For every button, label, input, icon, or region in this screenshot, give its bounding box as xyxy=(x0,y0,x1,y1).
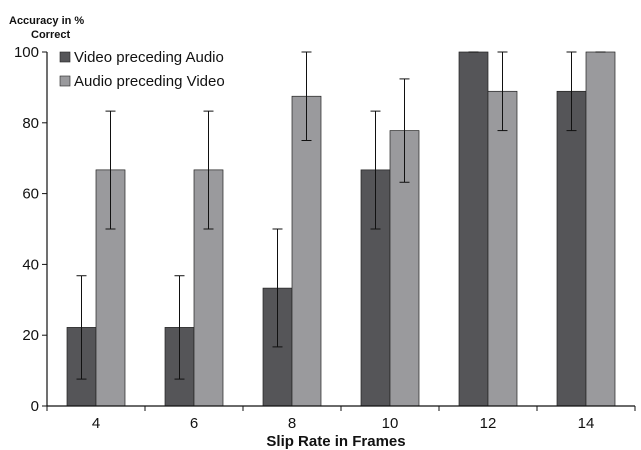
legend-label-video-preceding-audio: Video preceding Audio xyxy=(74,49,224,66)
x-tick-label-14: 14 xyxy=(578,415,595,432)
x-tick-label-4: 4 xyxy=(92,415,100,432)
y-axis-label-line2: Correct xyxy=(31,29,70,41)
bar-video-preceding-audio-14 xyxy=(556,90,587,407)
y-axis-label-line1: Accuracy in % xyxy=(9,15,84,27)
y-tick-label-40: 40 xyxy=(22,256,39,273)
legend: Video preceding Audio Audio preceding Vi… xyxy=(59,49,225,90)
bars-layer xyxy=(66,51,616,407)
x-tick-label-6: 6 xyxy=(190,415,198,432)
y-tick-label-100: 100 xyxy=(14,44,39,61)
error-bars-layer xyxy=(76,51,606,380)
legend-label-audio-preceding-video: Audio preceding Video xyxy=(74,73,225,90)
x-tick-label-8: 8 xyxy=(288,415,296,432)
x-tick-label-12: 12 xyxy=(480,415,497,432)
y-tick-label-0: 0 xyxy=(31,398,39,415)
axes-layer: 0 20 40 60 80 100 4 6 8 10 12 14 xyxy=(14,44,636,432)
bar-audio-preceding-video-12 xyxy=(487,90,518,407)
bar-audio-preceding-video-14 xyxy=(585,51,616,407)
x-axis-label: Slip Rate in Frames xyxy=(266,433,405,450)
y-tick-label-60: 60 xyxy=(22,186,39,203)
x-tick-label-10: 10 xyxy=(382,415,399,432)
y-tick-label-80: 80 xyxy=(22,115,39,132)
bar-audio-preceding-video-8 xyxy=(291,95,322,407)
bar-video-preceding-audio-12 xyxy=(458,51,489,407)
legend-swatch-audio-preceding-video xyxy=(59,75,71,87)
legend-swatch-video-preceding-audio xyxy=(59,51,71,63)
y-tick-label-20: 20 xyxy=(22,327,39,344)
